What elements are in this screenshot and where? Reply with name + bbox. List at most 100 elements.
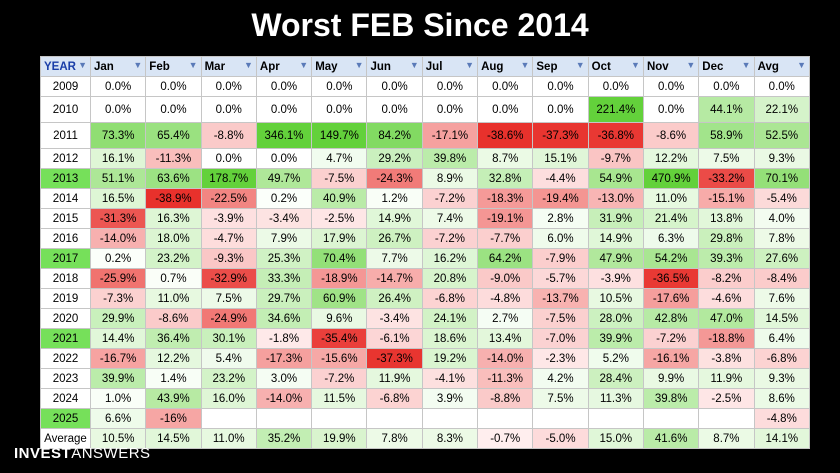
filter-dropdown-icon[interactable]: ▼ bbox=[133, 60, 143, 70]
filter-dropdown-icon[interactable]: ▼ bbox=[631, 60, 640, 70]
return-cell: 3.9% bbox=[421, 388, 479, 409]
return-cell: 0.0% bbox=[532, 96, 589, 123]
column-header-jan[interactable]: Jan ▼ bbox=[89, 56, 147, 77]
return-cell: 54.9% bbox=[587, 168, 644, 189]
return-cell: -32.9% bbox=[200, 268, 257, 289]
return-cell: 18.6% bbox=[421, 328, 479, 349]
column-header-nov[interactable]: Nov ▼ bbox=[642, 56, 700, 77]
column-header-jul[interactable]: Jul ▼ bbox=[421, 56, 479, 77]
page-title: Worst FEB Since 2014 bbox=[251, 7, 589, 43]
return-cell: -6.8% bbox=[366, 388, 423, 409]
return-cell: 9.3% bbox=[753, 148, 811, 169]
column-header-feb[interactable]: Feb ▼ bbox=[145, 56, 202, 77]
column-header-aug[interactable]: Aug ▼ bbox=[477, 56, 534, 77]
return-cell: -18.8% bbox=[698, 328, 755, 349]
table-row: 2019 -7.3% 11.0% 7.5% 29.7% 60.9% 26.4% -6.8% -4… bbox=[40, 288, 811, 309]
return-cell: 30.1% bbox=[200, 328, 257, 349]
return-cell: 18.0% bbox=[145, 228, 202, 249]
filter-dropdown-icon[interactable]: ▼ bbox=[409, 60, 419, 70]
return-cell: 1.0% bbox=[89, 388, 147, 409]
table-row: 2024 1.0% 43.9% 16.0% -14.0% 11.5% -6.8% 3.9% -8… bbox=[40, 388, 811, 409]
return-cell: 9.9% bbox=[642, 368, 700, 389]
return-cell: 19.9% bbox=[311, 428, 368, 449]
return-cell: 178.7% bbox=[200, 168, 257, 189]
return-cell: 47.9% bbox=[587, 248, 644, 269]
column-header-oct[interactable]: Oct ▼ bbox=[587, 56, 644, 77]
return-cell: -4.6% bbox=[698, 288, 755, 309]
table-row: 2025 6.6% -16% -4.8% bbox=[40, 408, 811, 429]
return-cell: -36.5% bbox=[642, 268, 700, 289]
column-header-year[interactable]: YEAR ▼ bbox=[40, 56, 91, 77]
filter-dropdown-icon[interactable]: ▼ bbox=[797, 60, 806, 70]
return-cell: -3.8% bbox=[698, 348, 755, 369]
column-header-avg[interactable]: Avg ▼ bbox=[753, 56, 811, 77]
return-cell: -24.3% bbox=[366, 168, 423, 189]
return-cell: -35.4% bbox=[311, 328, 368, 349]
column-header-dec[interactable]: Dec ▼ bbox=[698, 56, 755, 77]
filter-dropdown-icon[interactable]: ▼ bbox=[188, 60, 198, 70]
column-header-label: Apr bbox=[259, 60, 280, 73]
column-header-mar[interactable]: Mar ▼ bbox=[200, 56, 257, 77]
filter-dropdown-icon[interactable]: ▼ bbox=[354, 60, 364, 70]
year-cell: 2012 bbox=[40, 148, 91, 169]
return-cell: -7.5% bbox=[311, 168, 368, 189]
filter-dropdown-icon[interactable]: ▼ bbox=[575, 60, 585, 70]
return-cell: 0.0% bbox=[642, 96, 700, 123]
column-header-sep[interactable]: Sep ▼ bbox=[532, 56, 589, 77]
return-cell: 11.9% bbox=[698, 368, 755, 389]
filter-dropdown-icon[interactable]: ▼ bbox=[78, 60, 87, 70]
return-cell: 49.7% bbox=[255, 168, 313, 189]
filter-dropdown-icon[interactable]: ▼ bbox=[686, 60, 696, 70]
table-row: 2011 73.3% 65.4% -8.8% 346.1% 149.7% 84.2% -17.… bbox=[40, 122, 811, 149]
filter-dropdown-icon[interactable]: ▼ bbox=[465, 60, 475, 70]
column-header-label: Dec bbox=[702, 60, 724, 73]
year-cell: 2009 bbox=[40, 76, 91, 97]
column-header-label: Avg bbox=[757, 60, 779, 73]
return-cell: -19.4% bbox=[532, 188, 589, 209]
return-cell bbox=[477, 408, 534, 429]
return-cell: -4.8% bbox=[753, 408, 811, 429]
return-cell: -19.1% bbox=[477, 208, 534, 229]
return-cell: 0.0% bbox=[145, 76, 202, 97]
return-cell: -7.9% bbox=[532, 248, 589, 269]
return-cell: 12.2% bbox=[642, 148, 700, 169]
column-header-apr[interactable]: Apr ▼ bbox=[255, 56, 313, 77]
return-cell: 0.0% bbox=[255, 76, 313, 97]
return-cell: 0.0% bbox=[421, 96, 479, 123]
return-cell: 0.0% bbox=[311, 96, 368, 123]
return-cell: -16.7% bbox=[89, 348, 147, 369]
return-cell: 0.2% bbox=[255, 188, 313, 209]
table-row: 2021 14.4% 36.4% 30.1% -1.8% -35.4% -6.1% 18.6%… bbox=[40, 328, 811, 349]
return-cell: 0.0% bbox=[255, 96, 313, 123]
column-header-label: Feb bbox=[149, 60, 170, 73]
return-cell: 26.7% bbox=[366, 228, 423, 249]
return-cell: 4.7% bbox=[311, 148, 368, 169]
return-cell: 65.4% bbox=[145, 122, 202, 149]
filter-dropdown-icon[interactable]: ▼ bbox=[299, 60, 309, 70]
return-cell: 70.4% bbox=[311, 248, 368, 269]
logo-thin-text: ANSWERS bbox=[71, 445, 151, 462]
return-cell: 11.0% bbox=[145, 288, 202, 309]
return-cell: 27.6% bbox=[753, 248, 811, 269]
return-cell: 0.0% bbox=[311, 76, 368, 97]
return-cell: 5.2% bbox=[587, 348, 644, 369]
return-cell: -36.8% bbox=[587, 122, 644, 149]
column-header-label: Nov bbox=[646, 60, 669, 73]
return-cell: -8.4% bbox=[753, 268, 811, 289]
column-header-may[interactable]: May ▼ bbox=[311, 56, 368, 77]
column-header-jun[interactable]: Jun ▼ bbox=[366, 56, 423, 77]
return-cell: 0.7% bbox=[145, 268, 202, 289]
year-cell: 2022 bbox=[40, 348, 91, 369]
return-cell: 470.9% bbox=[642, 168, 700, 189]
return-cell: -17.1% bbox=[421, 122, 479, 149]
table-row: 2017 0.2% 23.2% -9.3% 25.3% 70.4% 7.7% 16.2% 64.… bbox=[40, 248, 811, 269]
filter-dropdown-icon[interactable]: ▼ bbox=[243, 60, 253, 70]
filter-dropdown-icon[interactable]: ▼ bbox=[741, 60, 751, 70]
return-cell: 0.0% bbox=[421, 76, 479, 97]
return-cell: -8.6% bbox=[145, 308, 202, 329]
filter-dropdown-icon[interactable]: ▼ bbox=[520, 60, 530, 70]
return-cell: -38.9% bbox=[145, 188, 202, 209]
year-cell: 2010 bbox=[40, 96, 91, 123]
return-cell: 11.0% bbox=[200, 428, 257, 449]
return-cell: 8.7% bbox=[698, 428, 755, 449]
